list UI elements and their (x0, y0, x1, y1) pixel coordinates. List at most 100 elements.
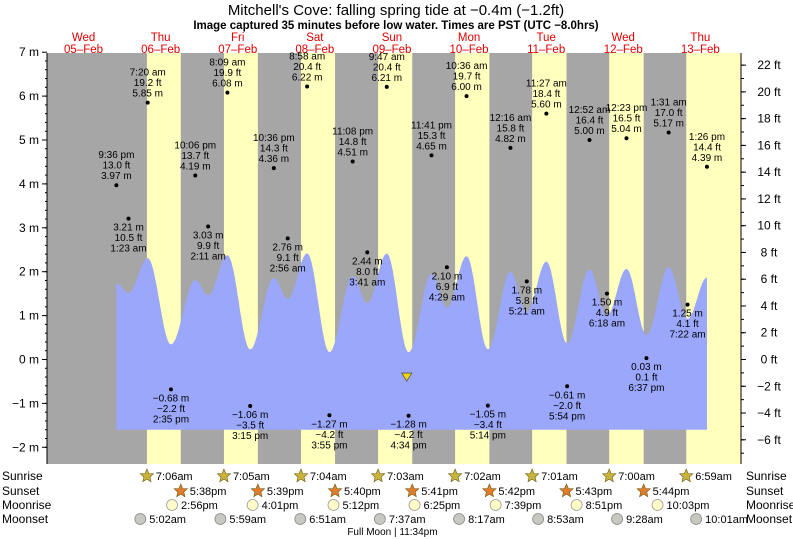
right-tick-label: 10 ft (757, 219, 781, 233)
tide-label: 1.78 m (512, 285, 543, 296)
right-tick-label: 8 ft (761, 245, 778, 259)
tide-point (350, 159, 355, 164)
right-tick-label: −6 ft (757, 433, 781, 447)
tide-label: 2.76 m (272, 242, 303, 253)
sunrise-row-label-left: Sunrise (2, 469, 43, 483)
tide-label: 15.3 ft (418, 131, 446, 142)
tide-label: 4.19 m (180, 162, 211, 173)
tide-label: 15.8 ft (497, 123, 525, 134)
tide-point (685, 302, 690, 307)
day-label-date: 12–Feb (604, 44, 643, 56)
tide-water-area (116, 253, 707, 430)
right-tick-label: 2 ft (761, 326, 778, 340)
right-tick-label: 20 ft (757, 85, 781, 99)
tide-label: 0.03 m (631, 362, 662, 373)
right-tick-label: 6 ft (761, 272, 778, 286)
tide-label: 9:47 am (369, 52, 405, 63)
tide-point (485, 403, 490, 408)
tide-label: 3.21 m (113, 223, 144, 234)
tide-point (508, 145, 513, 150)
tide-label: 6.00 m (451, 82, 482, 93)
moonrise-time: 4:01pm (262, 500, 299, 512)
tide-label: 7:20 am (130, 68, 166, 79)
tide-label: 5.00 m (574, 126, 605, 137)
tide-label: 19.7 ft (453, 72, 481, 83)
sunset-icon (636, 483, 652, 498)
sunrise-icon (678, 468, 694, 483)
tide-label: 5:14 pm (470, 431, 506, 442)
tide-label: 1.25 m (672, 309, 703, 320)
tide-point (444, 265, 449, 270)
moonset-icon (294, 513, 307, 525)
tide-label: 12:52 am (569, 105, 611, 116)
tide-point (384, 84, 389, 89)
moonset-time: 8:53am (547, 514, 584, 526)
tide-point (704, 164, 709, 169)
tide-label: 18.4 ft (532, 89, 560, 100)
tide-label: 5.60 m (531, 100, 562, 111)
tide-label: 1:23 am (110, 244, 146, 255)
tide-label: 2.44 m (352, 256, 383, 267)
tide-point (168, 387, 173, 392)
tide-label: 14.4 ft (693, 142, 721, 153)
day-label-date: 06–Feb (141, 44, 180, 56)
sunrise-icon (293, 468, 309, 483)
sunset-row-label-right: Sunset (746, 484, 784, 498)
sunset-icon (173, 483, 189, 498)
moonset-icon (690, 513, 703, 525)
axes: −2 m −1 m 0 m 1 m 2 m 3 m 4 m 5 m 6 m 7 m −6 ft −4 … (12, 45, 782, 464)
day-label-dow: Sun (382, 32, 402, 44)
left-tick-label: 4 m (19, 177, 39, 191)
current-level-triangle (401, 372, 413, 382)
tide-label: 2:35 pm (153, 414, 189, 425)
tide-point (624, 136, 629, 141)
tide-point (406, 413, 411, 418)
tide-label: 5.8 ft (516, 296, 538, 307)
tide-point (206, 224, 211, 229)
right-tick-label: 16 ft (757, 138, 781, 152)
tide-label: 9:36 pm (98, 150, 134, 161)
tide-point (193, 173, 198, 178)
sunset-row-label-left: Sunset (2, 484, 40, 498)
sunrise-time: 7:02am (464, 471, 501, 483)
tide-point (429, 153, 434, 158)
sunset-time: 5:42pm (498, 486, 535, 498)
day-label-dow: Thu (151, 32, 171, 44)
tide-label: 5.04 m (611, 124, 642, 135)
day-label-date: 09–Feb (372, 44, 411, 56)
sunrise-icon (139, 468, 155, 483)
tide-label: 1.50 m (592, 298, 623, 309)
sunrise-time: 7:05am (233, 471, 270, 483)
tide-label: 0.1 ft (635, 373, 657, 384)
tide-label: 11:08 pm (332, 127, 373, 138)
moonrise-icon (166, 499, 178, 511)
moonset-time: 9:28am (626, 514, 663, 526)
full-moon-label: Full Moon | 11:34pm (347, 527, 437, 538)
tide-label: 13.0 ft (102, 161, 130, 172)
tide-label: 13.7 ft (181, 151, 209, 162)
tide-label: −1.27 m (311, 419, 347, 430)
moonset-time: 8:17am (468, 514, 505, 526)
tide-point (305, 84, 310, 89)
tide-label: 17.0 ft (655, 108, 683, 119)
sunrise-time: 7:03am (387, 471, 424, 483)
tide-label: 4.82 m (495, 134, 526, 145)
tide-label: 8.0 ft (356, 267, 378, 278)
moonrise-icon (651, 499, 664, 511)
right-tick-label: 22 ft (757, 58, 781, 72)
sunset-icon (404, 483, 420, 498)
tide-label: 16.4 ft (576, 116, 604, 127)
tide-label: 4:29 am (429, 292, 465, 303)
sunset-icon (327, 483, 343, 498)
tide-label: 16.5 ft (613, 114, 641, 125)
left-tick-label: 5 m (19, 133, 39, 147)
sunset-time: 5:40pm (344, 486, 381, 498)
tide-point (114, 183, 119, 188)
moonrise-icon (570, 499, 583, 511)
tide-label: 11:41 pm (411, 120, 452, 131)
moonrise-icon (327, 499, 340, 511)
tide-label: 20.4 ft (293, 62, 321, 73)
left-tick-label: 6 m (19, 89, 39, 103)
left-tick-label: −2 m (12, 440, 39, 454)
tide-point (524, 279, 529, 284)
